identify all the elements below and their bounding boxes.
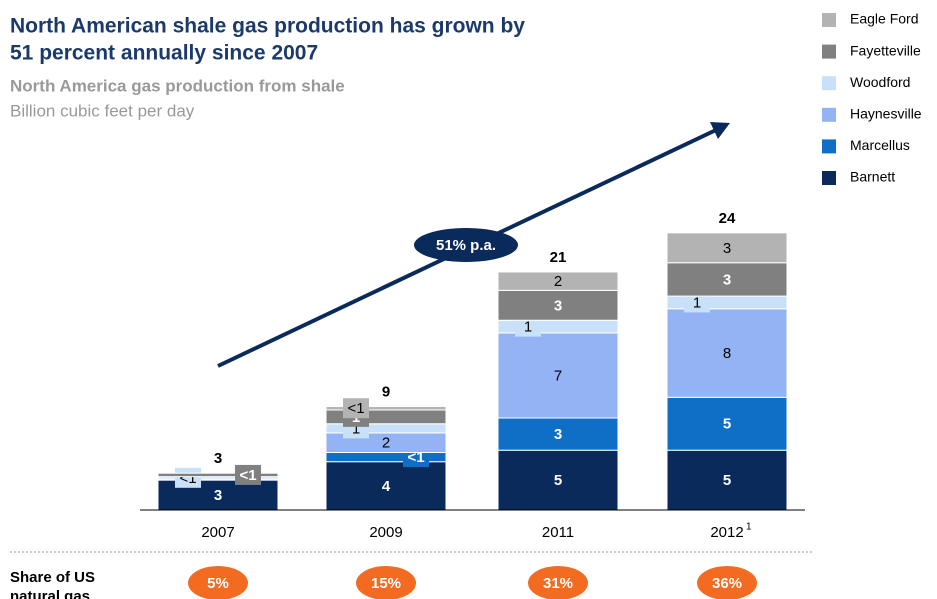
label-box xyxy=(515,316,541,337)
share-value: 5% xyxy=(207,575,229,592)
value-label: <1 xyxy=(407,449,424,466)
value-label: 2 xyxy=(554,273,562,290)
value-label: 3 xyxy=(723,271,731,288)
x-tick-superscript: 1 xyxy=(746,522,752,533)
value-label: <1 xyxy=(239,467,256,484)
total-label: 21 xyxy=(550,249,567,266)
x-tick-label: 2012 xyxy=(710,524,743,541)
share-value: 31% xyxy=(543,575,573,592)
share-label: Share of US xyxy=(10,569,95,586)
bar-segment xyxy=(666,232,788,264)
legend-swatch xyxy=(822,171,836,185)
total-label: 3 xyxy=(214,450,222,467)
legend-swatch xyxy=(822,76,836,91)
legend-label: Barnett xyxy=(850,169,895,185)
chart-title: North American shale gas production has … xyxy=(10,15,525,38)
bar-segment xyxy=(497,332,619,419)
label-box xyxy=(235,464,261,485)
value-label: 4 xyxy=(382,478,391,495)
label-box xyxy=(343,398,369,419)
value-label: 5 xyxy=(723,472,731,489)
chart-subtitle: North America gas production from shale xyxy=(10,76,345,95)
share-badge xyxy=(528,566,588,599)
value-label: 8 xyxy=(723,345,731,362)
legend-label: Fayetteville xyxy=(850,42,921,58)
legend-label: Marcellus xyxy=(850,137,910,153)
bar-segment xyxy=(497,271,619,291)
bar-segment xyxy=(497,289,619,321)
legend-label: Haynesville xyxy=(850,106,922,122)
x-tick-label: 2011 xyxy=(542,524,574,541)
share-badge xyxy=(356,566,416,599)
value-label: 3 xyxy=(723,240,731,257)
value-label: 1 xyxy=(693,294,701,311)
bar-segment xyxy=(666,262,788,297)
value-label: 3 xyxy=(554,426,562,443)
legend-swatch xyxy=(822,139,836,154)
bar-segment xyxy=(666,396,788,451)
share-badge xyxy=(188,566,248,599)
legend-swatch xyxy=(822,107,836,122)
bar-segment xyxy=(157,472,279,478)
total-label: 24 xyxy=(719,210,736,227)
legend-label: Woodford xyxy=(850,74,910,90)
value-label: 5 xyxy=(723,416,731,433)
value-label: 1 xyxy=(524,319,532,336)
share-value: 15% xyxy=(371,575,401,592)
bar-segment xyxy=(325,406,447,411)
units-label: Billion cubic feet per day xyxy=(10,101,195,120)
legend-swatch xyxy=(822,44,836,59)
value-label: 7 xyxy=(554,367,562,384)
bar-segment xyxy=(666,449,788,511)
annotation: 51% p.a. xyxy=(436,237,496,254)
value-label: 2 xyxy=(382,435,390,452)
annotation-badge xyxy=(414,228,518,262)
value-label: 5 xyxy=(554,472,562,489)
total-label: 9 xyxy=(382,383,390,400)
chart-title: 51 percent annually since 2007 xyxy=(10,42,318,65)
bar-segment xyxy=(497,417,619,451)
x-tick-label: 2007 xyxy=(201,524,234,541)
value-label: 3 xyxy=(214,487,222,504)
value-label: <1 xyxy=(179,470,196,487)
share-label: natural gas xyxy=(10,588,90,599)
x-tick-label: 2009 xyxy=(369,524,402,541)
legend-swatch xyxy=(822,13,836,27)
share-value: 36% xyxy=(712,575,742,592)
value-label: 1 xyxy=(352,420,360,437)
value-label: <1 xyxy=(347,400,364,417)
bar-segment xyxy=(497,449,619,511)
label-box xyxy=(684,292,710,313)
value-label: 3 xyxy=(554,297,562,314)
legend-label: Eagle Ford xyxy=(850,11,918,27)
share-badge xyxy=(697,566,757,599)
bar-segment xyxy=(666,308,788,398)
arrow-head xyxy=(710,122,730,139)
